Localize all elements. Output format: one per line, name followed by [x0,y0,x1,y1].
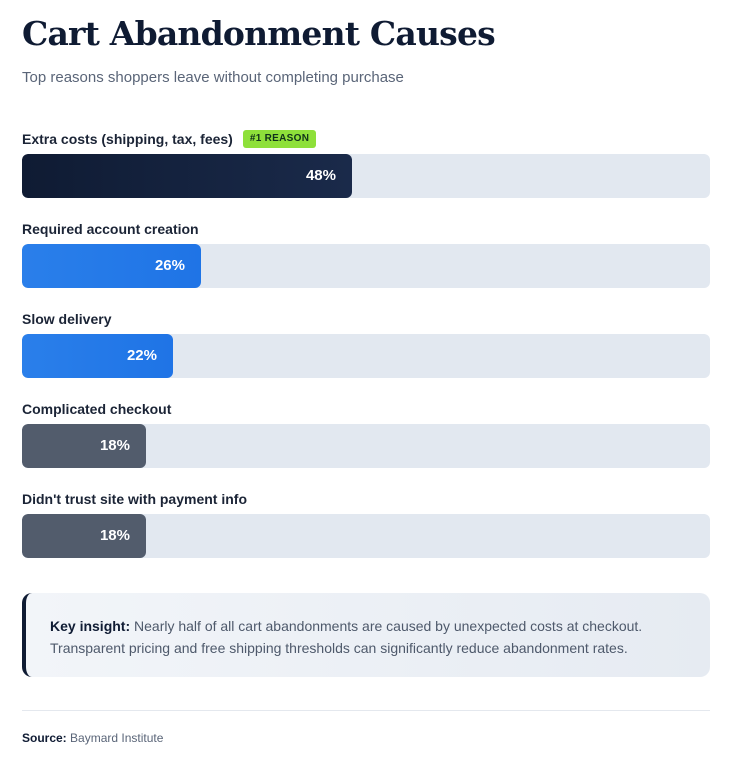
bar-row: Didn't trust site with payment info 18% [22,488,710,568]
page-subtitle: Top reasons shoppers leave without compl… [22,69,404,86]
bar: 18% [22,424,146,468]
bar-track: 18% [22,424,710,468]
bar-value-label: 18% [99,527,130,544]
bar-value-label: 22% [126,347,157,364]
bar-label-group: Complicated checkout [22,398,171,420]
category-label: Complicated checkout [22,401,172,417]
bar: 48% [22,154,352,198]
insight-text: Nearly half of all cart abandonments are… [50,618,643,656]
bar-value-label: 18% [99,437,130,454]
category-label: Slow delivery [22,311,112,327]
bar-label-group: Slow delivery [22,308,111,330]
bar-track: 22% [22,334,710,378]
bar-row: Extra costs (shipping, tax, fees) #1 REAS… [22,128,710,208]
source-label: Source: [22,731,67,745]
bar-value-label: 26% [154,257,185,274]
category-label: Required account creation [22,221,199,237]
bar: 18% [22,514,146,558]
bar-label-group: Didn't trust site with payment info [22,488,247,510]
source-line: Source: Baymard Institute [22,731,163,745]
top-reason-badge: #1 REASON [242,130,317,148]
source-text: Baymard Institute [70,731,164,745]
bar-track: 48% [22,154,710,198]
key-insight-callout: Key insight: Nearly half of all cart aba… [22,593,710,677]
category-label: Extra costs (shipping, tax, fees) [22,131,233,147]
category-label: Didn't trust site with payment info [22,491,247,507]
bar-row: Complicated checkout 18% [22,398,710,478]
bar-row: Slow delivery 22% [22,308,710,388]
bar-row: Required account creation 26% [22,218,710,298]
insight-label: Key insight: [50,618,131,634]
bar: 22% [22,334,173,378]
bar-label-group: Required account creation [22,218,199,240]
bar-track: 26% [22,244,710,288]
bar-chart: Extra costs (shipping, tax, fees) #1 REAS… [22,0,710,580]
bar-value-label: 48% [305,167,336,184]
bar: 26% [22,244,201,288]
page-title: Cart Abandonment Causes [22,14,496,53]
bar-label-group: Extra costs (shipping, tax, fees) #1 REAS… [22,128,317,150]
bar-track: 18% [22,514,710,558]
divider [22,710,710,711]
